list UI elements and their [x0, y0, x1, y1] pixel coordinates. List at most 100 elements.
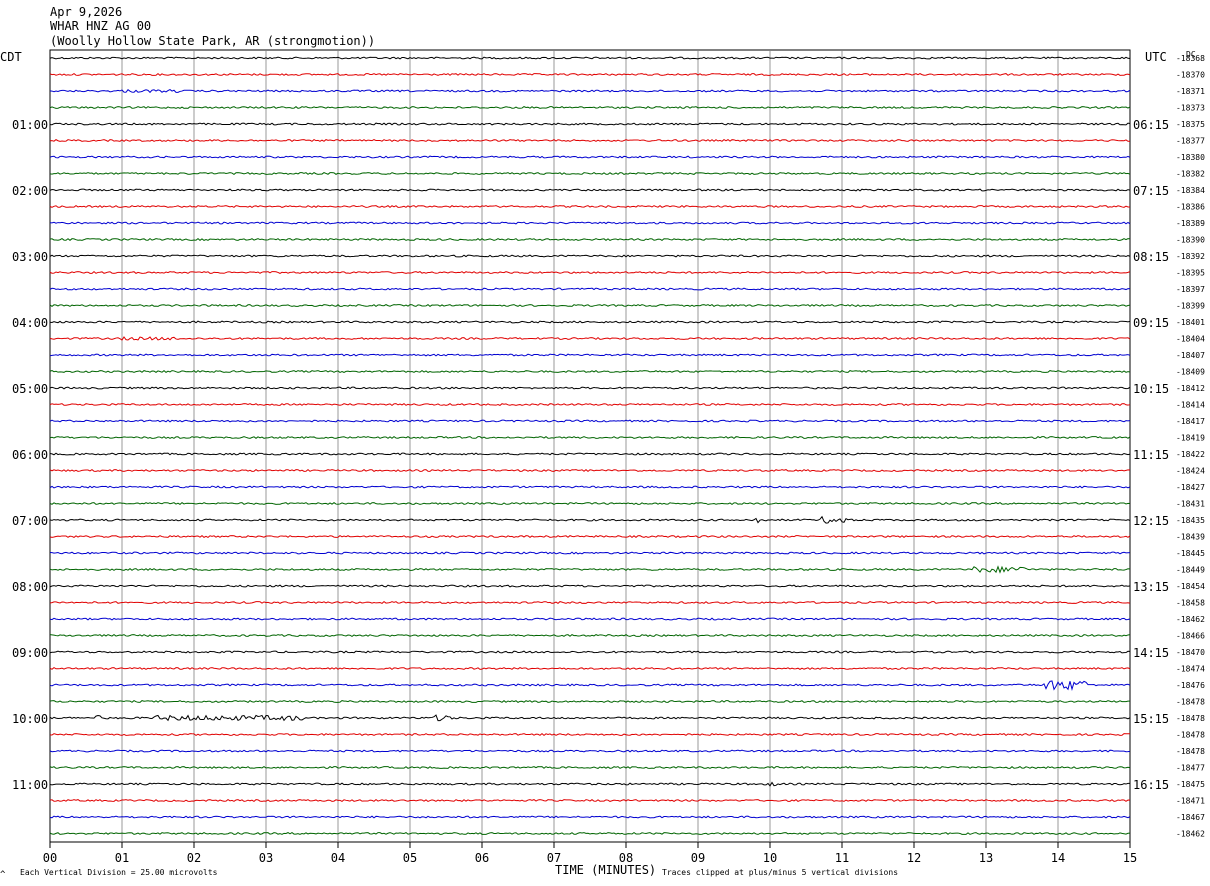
dc-offset-label: -18470: [1176, 648, 1205, 657]
x-tick-label: 01: [115, 851, 129, 865]
trace-row-41: [49, 714, 1131, 722]
trace-row-24: [49, 435, 1131, 440]
trace-row-6: [49, 138, 1131, 142]
trace-row-7: [49, 155, 1131, 159]
dc-offset-label: -18431: [1176, 500, 1205, 509]
dc-offset-label: -18458: [1176, 599, 1205, 608]
dc-offset-label: -18476: [1176, 681, 1205, 690]
dc-offset-labels: -18368 -18370 -18371 -18373 -18375 -18377 -183…: [1176, 54, 1205, 839]
right-hour-label: 11:15: [1133, 448, 1169, 462]
trace-row-11: [49, 221, 1131, 225]
trace-row-19: [49, 353, 1131, 357]
right-hour-label: 07:15: [1133, 184, 1169, 198]
x-tick-label: 06: [475, 851, 489, 865]
right-timezone-label: UTC: [1145, 50, 1167, 64]
trace-row-21: [49, 386, 1131, 390]
dc-offset-label: -18435: [1176, 516, 1205, 525]
x-axis-label: TIME (MINUTES): [555, 863, 656, 877]
right-hour-label: 13:15: [1133, 580, 1169, 594]
trace-row-48: [49, 832, 1131, 835]
dc-offset-label: -18471: [1176, 797, 1205, 806]
dc-offset-label: -18384: [1176, 186, 1205, 195]
left-hour-label: 10:00: [12, 712, 48, 726]
dc-offset-label: -18424: [1176, 467, 1205, 476]
x-axis-ticks: 00 01 02 03 04 05 06 07 08 09 10 11 12 13 14 15: [43, 842, 1137, 865]
right-hour-labels: 06:15 07:15 08:15 09:15 10:15 11:15 12:15 13:15…: [1133, 118, 1169, 792]
header-location: (Woolly Hollow State Park, AR (strongmot…: [50, 34, 375, 48]
dc-offset-label: -18478: [1176, 747, 1205, 756]
dc-offset-label: -18389: [1176, 219, 1205, 228]
dc-offset-label: -18462: [1176, 830, 1205, 839]
dc-offset-label: -18422: [1176, 450, 1205, 459]
dc-label: DC: [1186, 50, 1196, 59]
dc-offset-label: -18375: [1176, 120, 1205, 129]
trace-row-25: [49, 452, 1131, 456]
trace-row-3: [49, 89, 1131, 94]
left-hour-label: 04:00: [12, 316, 48, 330]
dc-offset-label: -18467: [1176, 813, 1205, 822]
right-hour-label: 16:15: [1133, 778, 1169, 792]
right-hour-label: 09:15: [1133, 316, 1169, 330]
dc-offset-label: -18373: [1176, 104, 1205, 113]
right-hour-label: 15:15: [1133, 712, 1169, 726]
right-hour-label: 10:15: [1133, 382, 1169, 396]
trace-row-26: [49, 468, 1131, 473]
dc-offset-label: -18412: [1176, 384, 1205, 393]
trace-row-4: [49, 106, 1131, 109]
footer-scale: Each Vertical Division = 25.00 microvolt…: [20, 868, 218, 877]
left-hour-label: 01:00: [12, 118, 48, 132]
x-tick-label: 09: [691, 851, 705, 865]
x-tick-label: 05: [403, 851, 417, 865]
trace-row-44: [49, 765, 1131, 770]
trace-row-18: [49, 336, 1131, 341]
x-tick-label: 00: [43, 851, 57, 865]
dc-offset-label: -18466: [1176, 632, 1205, 641]
trace-row-47: [49, 815, 1131, 819]
trace-row-45: [49, 781, 1131, 787]
dc-offset-label: -18390: [1176, 236, 1205, 245]
dc-offset-label: -18419: [1176, 434, 1205, 443]
trace-row-22: [49, 403, 1131, 407]
right-hour-label: 12:15: [1133, 514, 1169, 528]
left-timezone-label: CDT: [0, 50, 22, 64]
trace-row-29: [49, 515, 1131, 524]
left-hour-labels: 01:00 02:00 03:00 04:00 05:00 06:00 07:00 08:00…: [12, 118, 48, 792]
dc-offset-label: -18386: [1176, 203, 1205, 212]
trace-row-34: [49, 600, 1131, 604]
x-tick-label: 15: [1123, 851, 1137, 865]
dc-offset-label: -18371: [1176, 87, 1205, 96]
trace-row-23: [49, 419, 1131, 423]
dc-offset-label: -18377: [1176, 137, 1205, 146]
left-hour-label: 11:00: [12, 778, 48, 792]
left-hour-label: 02:00: [12, 184, 48, 198]
trace-row-8: [49, 172, 1131, 176]
x-tick-label: 02: [187, 851, 201, 865]
trace-row-2: [49, 72, 1131, 76]
trace-row-17: [49, 320, 1131, 324]
dc-offset-label: -18401: [1176, 318, 1205, 327]
left-hour-label: 07:00: [12, 514, 48, 528]
dc-offset-label: -18449: [1176, 566, 1205, 575]
trace-row-42: [49, 732, 1131, 737]
dc-offset-label: -18478: [1176, 731, 1205, 740]
dc-offset-label: -18454: [1176, 582, 1205, 591]
dc-offset-label: -18475: [1176, 780, 1205, 789]
x-tick-label: 07: [547, 851, 561, 865]
trace-row-33: [49, 584, 1131, 588]
trace-row-43: [49, 749, 1131, 753]
trace-row-37: [49, 650, 1131, 654]
left-hour-label: 03:00: [12, 250, 48, 264]
dc-offset-label: -18395: [1176, 269, 1205, 278]
trace-row-30: [49, 535, 1131, 539]
dc-offset-label: -18478: [1176, 714, 1205, 723]
dc-offset-label: -18477: [1176, 764, 1205, 773]
trace-row-46: [49, 799, 1131, 803]
dc-offset-label: -18368: [1176, 54, 1205, 63]
dc-offset-label: -18439: [1176, 533, 1205, 542]
trace-row-1: [49, 56, 1131, 60]
header-station: WHAR HNZ AG 00: [50, 19, 151, 33]
dc-offset-label: -18414: [1176, 401, 1205, 410]
footer-clip-note: Traces clipped at plus/minus 5 vertical …: [662, 868, 898, 877]
trace-row-35: [49, 617, 1131, 621]
trace-row-9: [49, 188, 1131, 192]
